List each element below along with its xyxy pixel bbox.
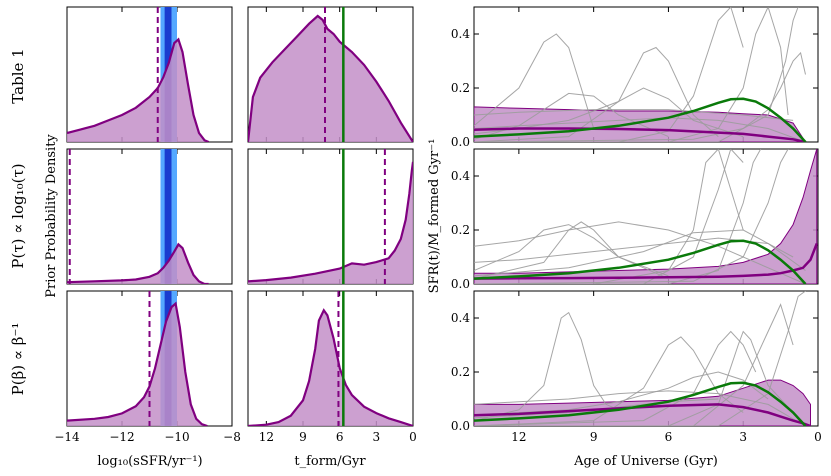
tform-prior-fill xyxy=(248,16,413,142)
sfh-sample-curve xyxy=(474,51,806,142)
sfh-truth-curve xyxy=(474,381,807,426)
sfh-sample-curve xyxy=(474,303,794,426)
sfh-row2-xtick-label: 6 xyxy=(665,430,673,444)
ssfr-row2-xtick-label: −14 xyxy=(54,430,80,444)
sfh-sample-curve xyxy=(474,224,669,277)
sfh-sample-curve xyxy=(474,330,757,426)
ssfr-prior-line xyxy=(67,301,208,426)
sfh-median-curve xyxy=(474,403,811,426)
sfh-row2-xtick-label: 9 xyxy=(590,430,598,444)
sfh-sample-curve xyxy=(474,221,806,284)
panels-group: −14 −12 −10 −8 12 9 6 3 0 0.0 0.2 0.4 0.0 0.2 0.4 12 9 6 3… xyxy=(54,6,822,444)
row-label-beta: P(β) ∝ β⁻¹ xyxy=(9,323,27,396)
ylabel-sfr: SFR(t)/M_formed Gyr⁻¹ xyxy=(427,139,442,294)
sfh-ytick-label: 0.4 xyxy=(451,27,470,41)
tform-prior-line xyxy=(248,308,413,426)
ssfr-row1-plot xyxy=(67,149,209,284)
sfh-truth-curve xyxy=(474,97,807,142)
sfh-sample-curve xyxy=(474,149,744,284)
observed-band-inner xyxy=(164,149,172,284)
sfh-sample-curve xyxy=(474,336,744,426)
sfh-ytick-label: 0.4 xyxy=(451,169,470,183)
tform-row2-plot xyxy=(248,291,413,426)
sfh-ytick-label: 0.0 xyxy=(451,419,470,433)
sfh-truth-curve xyxy=(474,239,807,284)
ssfr-row0-plot xyxy=(67,7,210,142)
sfh-sample-curve xyxy=(474,7,744,142)
xlabel-tform: t_form/Gyr xyxy=(294,454,366,469)
sfh-ytick-label: 0.0 xyxy=(451,135,470,149)
sfh-ytick-label: 0.2 xyxy=(451,81,470,95)
sfh-row2-xtick-label: 3 xyxy=(739,430,747,444)
row-label-table1: Table 1 xyxy=(9,48,27,103)
row-label-tau: P(τ) ∝ log₁₀(τ) xyxy=(9,163,27,268)
ylabel-prior-density: Prior Probability Density xyxy=(44,134,59,298)
sfh-sample-curve xyxy=(474,149,789,284)
tform-row2-xtick-label: 9 xyxy=(299,430,307,444)
sfh-sample-curve xyxy=(474,33,595,129)
ssfr-prior-line xyxy=(67,242,209,284)
tform-row2-xtick-label: 12 xyxy=(259,430,274,444)
sfh-sample-curve xyxy=(474,109,794,121)
tform-row1-plot xyxy=(248,149,413,284)
ssfr-prior-line xyxy=(67,37,210,142)
tform-row2-xtick-label: 0 xyxy=(409,430,417,444)
sfh-posterior-band xyxy=(474,149,818,284)
xlabel-ssfr: log₁₀(sSFR/yr⁻¹) xyxy=(97,454,202,469)
sfh-median-curve xyxy=(474,127,806,142)
tform-prior-line xyxy=(248,161,413,283)
sfh-row2-xtick-label: 0 xyxy=(814,430,822,444)
sfh-sample-curve xyxy=(474,330,794,426)
sfh-sample-curve xyxy=(474,390,806,426)
ssfr-prior-fill xyxy=(67,303,208,426)
sfh-sample-curve xyxy=(474,92,669,140)
tform-row2-xtick-label: 6 xyxy=(336,430,344,444)
sfh-row2-xtick-label: 12 xyxy=(511,430,526,444)
sfh-sample-curve xyxy=(474,291,806,426)
ssfr-row1-frame xyxy=(66,148,233,285)
sfh-sample-curve xyxy=(474,371,769,416)
ssfr-row2-xtick-label: −8 xyxy=(223,430,241,444)
ssfr-row2-xtick-label: −12 xyxy=(109,430,134,444)
sfh-row2-plot xyxy=(474,291,811,426)
sfh-sample-curve xyxy=(474,237,806,271)
xlabel-age: Age of Universe (Gyr) xyxy=(573,454,718,469)
tform-prior-fill xyxy=(248,310,413,426)
sfh-ytick-label: 0.2 xyxy=(451,365,470,379)
sfh-sample-curve xyxy=(474,87,744,138)
sfh-sample-curve xyxy=(474,149,744,284)
sfh-ytick-label: 0.4 xyxy=(451,311,470,325)
ssfr-row2-xtick-label: −10 xyxy=(164,430,189,444)
sfh-row0-plot xyxy=(474,7,807,142)
ssfr-row2-plot xyxy=(67,291,208,426)
ssfr-prior-fill xyxy=(67,39,209,142)
sfh-posterior-band xyxy=(474,379,811,426)
sfh-median-curve xyxy=(474,243,818,280)
sfh-sample-curve xyxy=(474,149,762,284)
sfh-ytick-label: 0.0 xyxy=(451,277,470,291)
sfh-row1-plot xyxy=(474,149,818,284)
tform-prior-fill xyxy=(248,161,413,284)
sfh-sample-curve xyxy=(474,229,794,277)
sfh-sample-curve xyxy=(474,7,799,142)
tform-row2-xtick-label: 3 xyxy=(373,430,381,444)
tform-row0-plot xyxy=(248,7,413,142)
tform-prior-line xyxy=(248,14,413,142)
sfh-sample-curve xyxy=(474,117,806,142)
sfh-ytick-label: 0.2 xyxy=(451,223,470,237)
